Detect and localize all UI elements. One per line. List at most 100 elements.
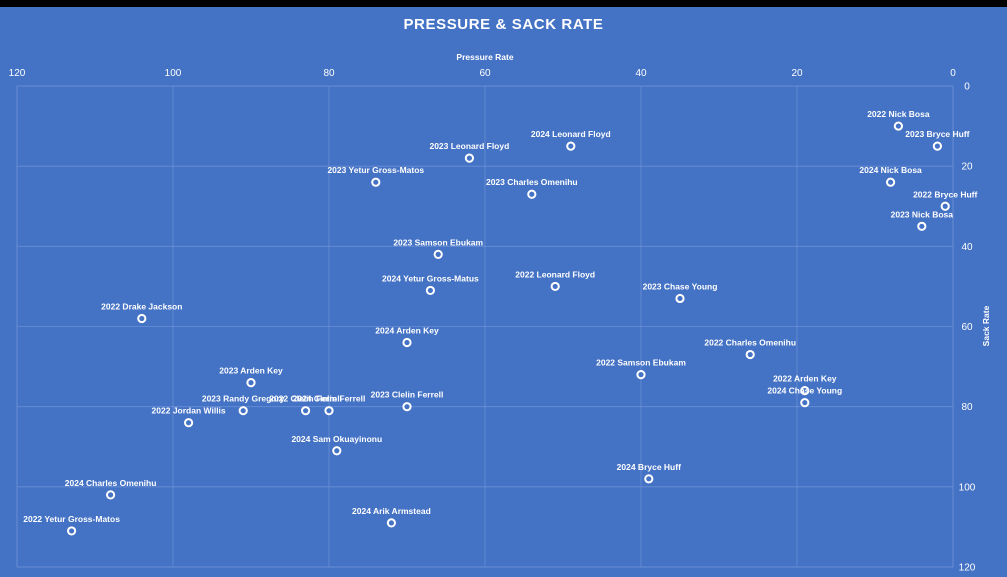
y-axis-label: Sack Rate: [981, 305, 991, 346]
x-tick-label: 100: [165, 68, 182, 79]
data-point: 2023 Leonard Floyd: [429, 141, 509, 163]
data-point: 2024 Arik Armstead: [352, 506, 431, 528]
point-label: 2022 Bryce Huff: [913, 189, 977, 199]
data-point: 2023 Samson Ebukam: [393, 237, 484, 259]
y-tick-label: 0: [964, 82, 970, 93]
point-label: 2023 Samson Ebukam: [393, 237, 483, 247]
point-label: 2023 Arden Key: [219, 366, 283, 376]
chart-title: PRESSURE & SACK RATE: [403, 16, 604, 33]
data-point: 2024 Nick Bosa: [859, 165, 922, 187]
data-point: 2022 Nick Bosa: [867, 109, 930, 131]
x-tick-label: 20: [791, 68, 803, 79]
point-marker: [527, 189, 537, 199]
data-point: 2023 Yetur Gross-Matos: [327, 165, 424, 187]
point-label: 2022 Charles Omenihu: [704, 338, 796, 348]
point-marker: [301, 406, 311, 416]
point-label: 2024 Bryce Huff: [617, 462, 681, 472]
grid-lines: [16, 85, 954, 568]
point-label: 2022 Arden Key: [773, 374, 837, 384]
data-point: 2024 Clelin Ferrell: [293, 394, 366, 416]
y-tick-label: 40: [961, 242, 973, 253]
data-point: 2022 Drake Jackson: [101, 301, 182, 324]
data-point: 2023 Randy Gregory: [202, 394, 285, 416]
data-point: 2023 Chase Young: [643, 281, 718, 304]
point-label: 2023 Randy Gregory: [202, 394, 285, 404]
point-label: 2023 Nick Bosa: [891, 209, 954, 219]
point-label: 2023 Yetur Gross-Matos: [327, 165, 424, 175]
point-label: 2024 Charles Omenihu: [65, 478, 157, 488]
y-tick-label: 120: [959, 563, 976, 574]
x-tick-label: 120: [9, 68, 26, 79]
data-point: 2022 Jordan Willis: [152, 406, 226, 428]
point-marker: [893, 121, 904, 131]
point-label: 2023 Leonard Floyd: [429, 141, 509, 151]
point-label: 2024 Yetur Gross-Matus: [382, 273, 479, 283]
point-marker: [371, 177, 381, 187]
point-marker: [402, 337, 412, 348]
x-tick-label: 0: [950, 68, 956, 79]
point-label: 2024 Chase Young: [767, 386, 842, 396]
point-marker: [402, 402, 412, 412]
data-point: 2022 Samson Ebukam: [596, 358, 686, 380]
point-marker: [184, 418, 194, 428]
data-point: 2022 Leonard Floyd: [515, 269, 595, 292]
point-marker: [433, 249, 443, 259]
data-point: 2024 Arden Key: [375, 326, 439, 348]
point-marker: [636, 370, 646, 380]
point-marker: [246, 378, 256, 388]
data-point: 2024 Yetur Gross-Matus: [382, 273, 479, 296]
point-marker: [644, 474, 654, 484]
data-point: 2024 Charles Omenihu: [65, 478, 157, 500]
point-marker: [940, 201, 950, 211]
x-axis-ticks: 0 20 40 60 80 100 120: [9, 68, 957, 79]
data-point: 2024 Bryce Huff: [617, 462, 681, 484]
point-label: 2022 Yetur Gross-Matos: [23, 514, 120, 524]
x-tick-label: 40: [635, 68, 647, 79]
point-marker: [386, 518, 396, 528]
data-point: 2023 Charles Omenihu: [486, 177, 578, 199]
point-label: 2022 Jordan Willis: [152, 406, 226, 416]
point-marker: [886, 177, 896, 187]
y-tick-label: 80: [961, 402, 973, 413]
point-label: 2023 Charles Omenihu: [486, 177, 578, 187]
x-tick-label: 80: [323, 68, 335, 79]
top-border: [0, 0, 1007, 7]
y-tick-label: 20: [961, 162, 973, 173]
data-point: 2024 Sam Okuayinonu: [291, 434, 382, 456]
point-label: 2022 Leonard Floyd: [515, 269, 595, 279]
point-marker: [106, 490, 116, 500]
point-marker: [566, 141, 576, 151]
point-label: 2024 Nick Bosa: [859, 165, 922, 175]
point-label: 2022 Drake Jackson: [101, 301, 182, 311]
data-point: 2024 Leonard Floyd: [531, 129, 611, 151]
point-marker: [137, 313, 147, 324]
point-marker: [67, 526, 77, 536]
point-label: 2024 Clelin Ferrell: [293, 394, 366, 404]
y-tick-label: 60: [961, 322, 973, 333]
x-tick-label: 60: [479, 68, 491, 79]
point-label: 2022 Nick Bosa: [867, 109, 930, 119]
point-label: 2024 Leonard Floyd: [531, 129, 611, 139]
point-marker: [324, 406, 334, 416]
point-marker: [425, 285, 435, 296]
data-point: 2022 Charles Omenihu: [704, 338, 796, 360]
point-label: 2022 Clelin Ferrell: [269, 394, 342, 404]
point-label: 2023 Chase Young: [643, 281, 718, 291]
point-marker: [332, 446, 342, 456]
data-point: 2023 Bryce Huff: [905, 129, 970, 151]
point-marker: [917, 221, 927, 231]
point-marker: [550, 281, 560, 292]
point-label: 2023 Bryce Huff: [905, 129, 969, 139]
point-label: 2022 Samson Ebukam: [596, 358, 686, 368]
data-point: 2023 Arden Key: [219, 366, 283, 388]
y-axis-ticks: 0 20 40 60 80 100 120: [959, 82, 976, 574]
data-point: 2022 Clelin Ferrell: [269, 394, 342, 416]
point-marker: [932, 141, 943, 151]
point-marker: [800, 386, 810, 396]
point-label: 2024 Arden Key: [375, 326, 439, 336]
data-point: 2022 Arden Key: [773, 374, 837, 396]
x-axis-label: Pressure Rate: [456, 52, 513, 62]
point-label: 2024 Sam Okuayinonu: [291, 434, 382, 444]
data-point: 2022 Yetur Gross-Matos: [23, 514, 120, 536]
